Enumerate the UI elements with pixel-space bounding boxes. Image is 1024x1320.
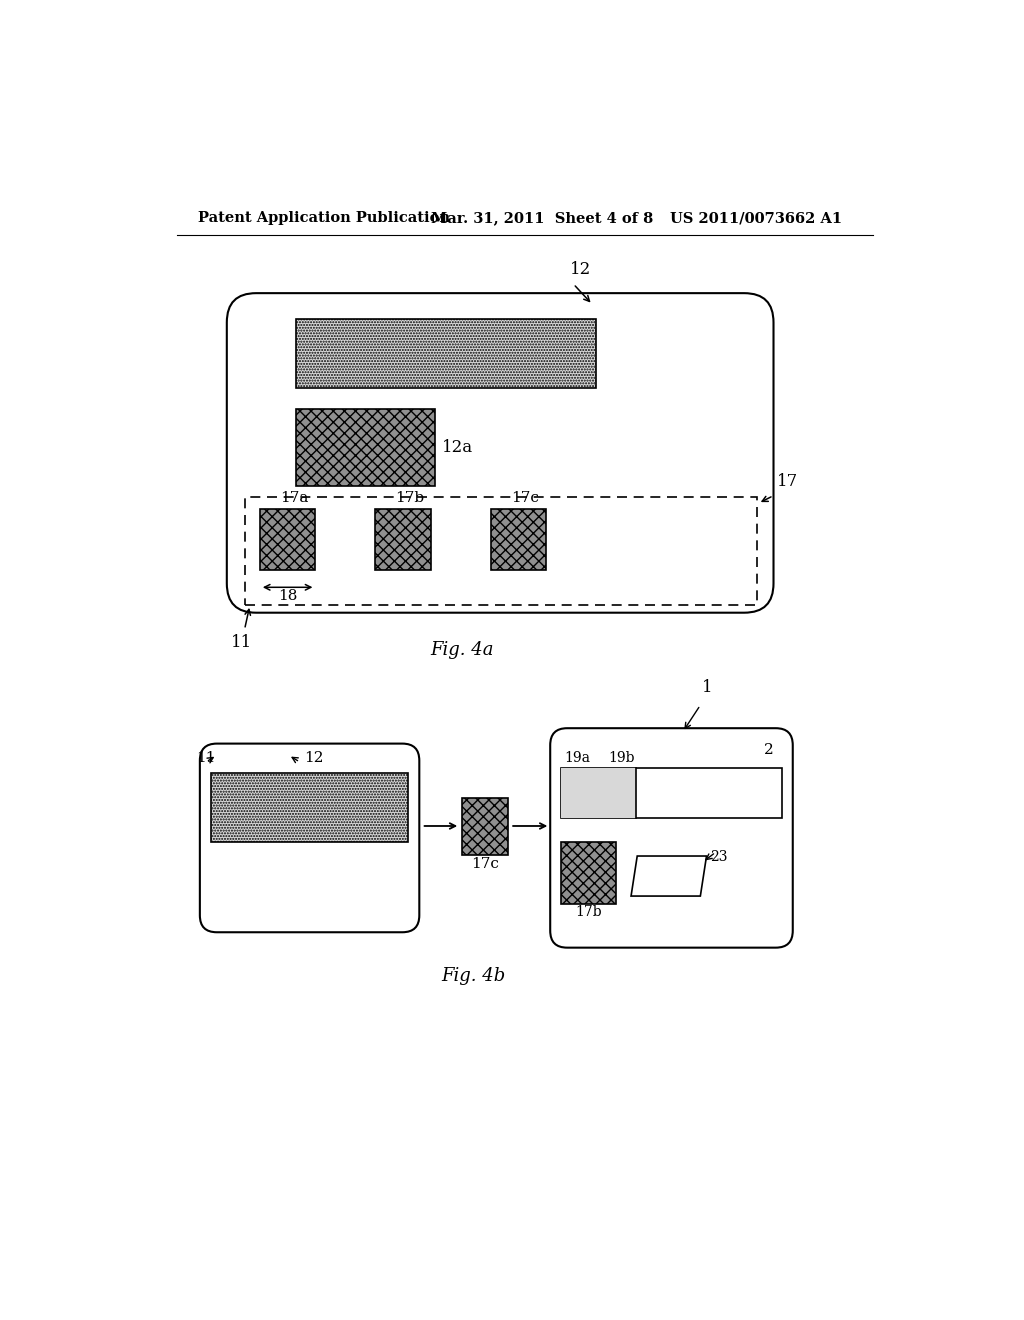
Bar [296,409,435,486]
FancyBboxPatch shape [226,293,773,612]
Bar [376,508,431,570]
Text: US 2011/0073662 A1: US 2011/0073662 A1 [670,211,842,226]
Text: 19b: 19b [608,751,635,766]
Text: 11: 11 [196,751,215,766]
Text: 12: 12 [569,261,591,277]
Bar [462,797,508,855]
Text: Patent Application Publication: Patent Application Publication [199,211,451,226]
Text: 1: 1 [701,678,713,696]
Text: 18: 18 [278,589,297,603]
Text: Mar. 31, 2011  Sheet 4 of 8: Mar. 31, 2011 Sheet 4 of 8 [431,211,653,226]
Bar [245,498,757,605]
Bar [260,508,315,570]
Text: 17a: 17a [280,491,308,506]
Text: 17c: 17c [511,491,539,506]
Bar [561,768,636,818]
Bar [561,768,782,818]
Bar [490,508,547,570]
Text: 2: 2 [764,743,773,758]
Polygon shape [631,857,707,896]
Bar [561,842,616,904]
Text: Fig. 4b: Fig. 4b [441,966,505,985]
Text: 17b: 17b [395,491,425,506]
Text: 17: 17 [777,473,799,490]
Text: 17b: 17b [575,906,602,919]
Text: 12a: 12a [442,438,473,455]
Text: Fig. 4a: Fig. 4a [430,642,494,659]
Text: 23: 23 [711,850,728,863]
FancyBboxPatch shape [550,729,793,948]
Bar [296,318,596,388]
Text: 11: 11 [230,635,252,651]
Text: 17c: 17c [471,857,499,871]
Bar [211,774,408,842]
Text: 12: 12 [304,751,324,766]
FancyBboxPatch shape [200,743,419,932]
Text: 19a: 19a [564,751,590,766]
